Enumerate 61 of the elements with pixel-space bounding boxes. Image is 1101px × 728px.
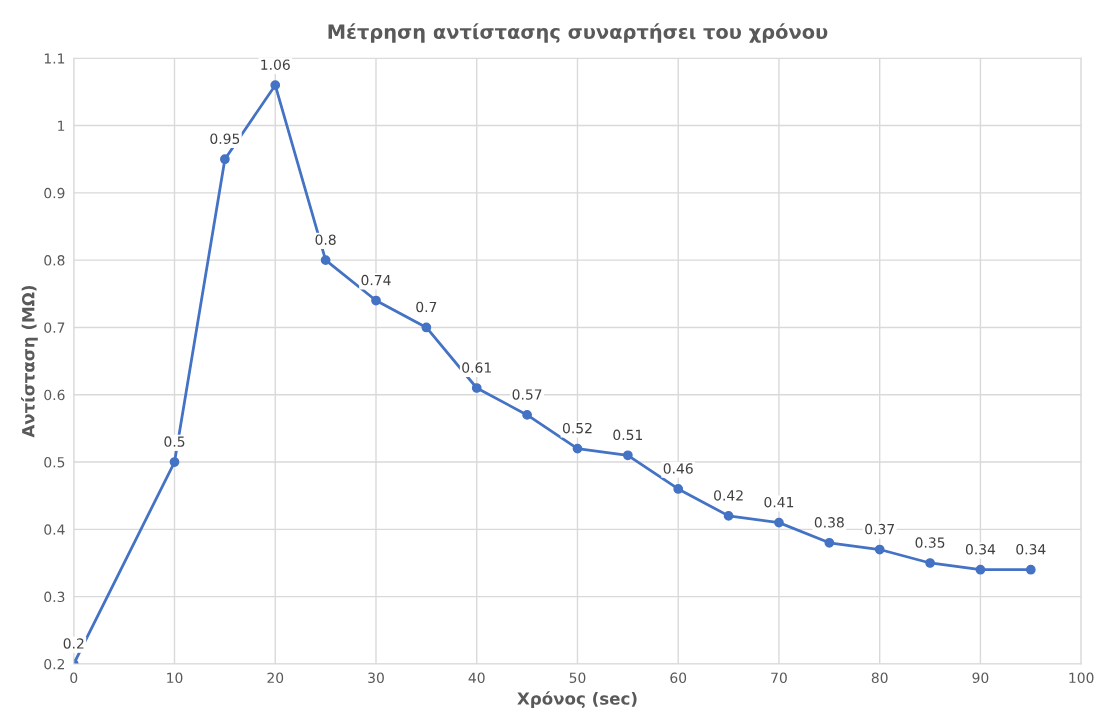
x-tick-label: 60 <box>670 672 687 684</box>
point <box>270 80 281 91</box>
point <box>874 544 885 555</box>
point <box>522 410 532 420</box>
data-label: 0.2 <box>63 638 84 649</box>
y-tick-label: 0.4 <box>44 524 65 535</box>
data-label: 0.46 <box>663 463 693 474</box>
y-tick-label: 0.5 <box>44 457 65 468</box>
data-label: 0.37 <box>865 523 894 535</box>
y-tick-label: 1.1 <box>44 53 65 64</box>
y-tick-label: 1 <box>58 120 65 131</box>
point <box>673 484 684 494</box>
data-label: 0.61 <box>462 362 491 373</box>
data-label: 0.34 <box>965 544 996 555</box>
point <box>220 154 230 165</box>
data-label: 0.41 <box>764 496 794 508</box>
y-tick-label: 0.9 <box>44 187 65 199</box>
data-label: 0.74 <box>361 274 391 286</box>
data-label: 0.51 <box>613 429 643 441</box>
point <box>622 450 633 461</box>
data-label: 0.8 <box>315 234 336 245</box>
y-tick-label: 0.7 <box>44 322 65 333</box>
x-tick-label: 10 <box>167 672 183 684</box>
data-label: 0.35 <box>915 537 945 548</box>
point <box>471 383 482 393</box>
data-label: 0.38 <box>814 517 844 528</box>
data-label: 0.95 <box>210 133 240 144</box>
point <box>371 295 381 306</box>
x-tick-label: 100 <box>1069 672 1094 684</box>
y-tick-label: 0.6 <box>44 389 65 401</box>
y-tick-label: 0.2 <box>44 658 65 670</box>
data-label: 0.57 <box>512 389 542 400</box>
point <box>925 558 935 568</box>
point <box>169 457 180 467</box>
chart-title: Μέτρηση αντίστασης συναρτήσει του χρόνου <box>328 23 828 43</box>
point <box>774 517 784 528</box>
data-label: 0.7 <box>416 301 437 313</box>
x-tick-label: 40 <box>468 672 485 684</box>
point <box>824 537 835 548</box>
x-tick-label: 80 <box>871 672 888 684</box>
x-axis-title: Χρόνος (sec) <box>517 691 637 709</box>
data-label: 1.06 <box>261 59 290 70</box>
data-label: 0.52 <box>562 422 592 434</box>
point <box>320 255 331 266</box>
point <box>1025 564 1036 575</box>
y-tick-label: 0.8 <box>44 255 65 266</box>
point <box>572 443 583 454</box>
x-tick-label: 70 <box>771 672 787 684</box>
data-label: 0.42 <box>714 490 743 501</box>
x-tick-label: 50 <box>569 672 586 684</box>
y-axis-title: Αντίσταση (MΩ) <box>20 285 38 438</box>
data-label: 0.5 <box>164 436 185 447</box>
y-tick-label: 0.3 <box>44 591 65 603</box>
data-label: 0.34 <box>1016 544 1046 555</box>
x-tick-label: 30 <box>368 672 384 684</box>
x-tick-label: 20 <box>267 672 284 684</box>
point <box>975 564 986 575</box>
x-tick-label: 90 <box>972 672 989 684</box>
x-tick-label: 0 <box>70 672 78 684</box>
point <box>723 511 734 521</box>
point <box>421 322 432 333</box>
